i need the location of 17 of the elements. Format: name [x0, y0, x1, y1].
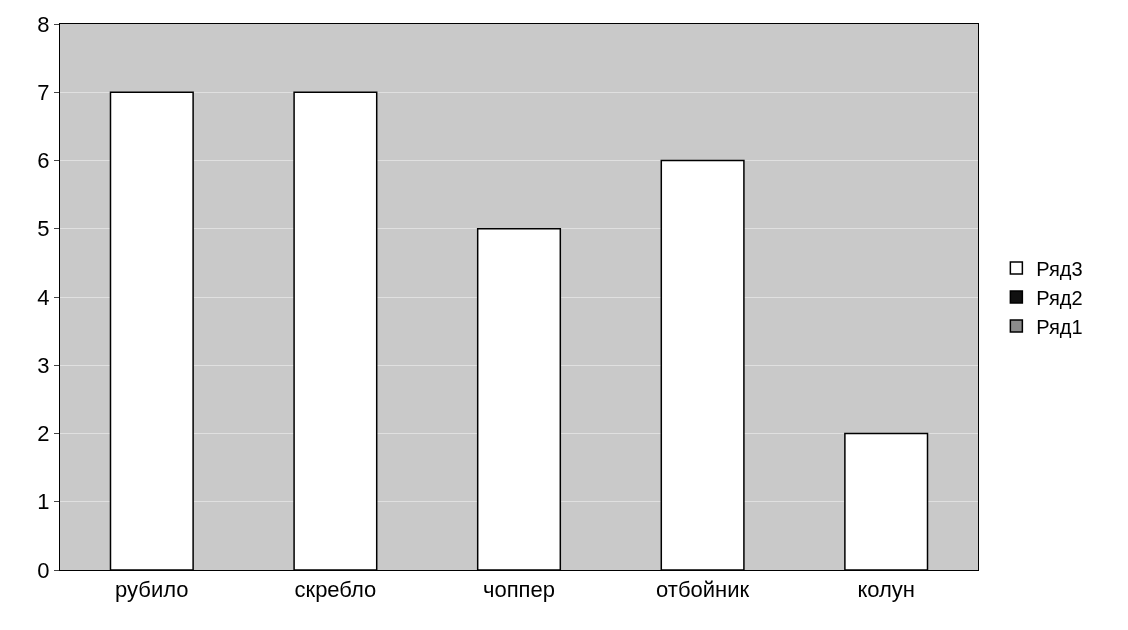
- legend-label: Ряд3: [1036, 257, 1083, 280]
- x-tick-label: рубило: [115, 577, 189, 603]
- y-tick-label: 6: [37, 148, 50, 174]
- y-tick-label: 7: [37, 79, 50, 105]
- x-tick-label: отбойник: [656, 577, 750, 603]
- y-tick-label: 0: [37, 557, 50, 583]
- y-tick-label: 2: [37, 421, 50, 447]
- legend-label: Ряд1: [1036, 315, 1083, 338]
- y-tick-label: 4: [37, 284, 50, 310]
- x-tick-label: колун: [857, 577, 916, 603]
- x-tick-label: скребло: [294, 577, 377, 603]
- y-tick-label: 8: [37, 11, 50, 37]
- x-tick-label: чоппер: [483, 577, 555, 603]
- y-tick-label: 5: [37, 216, 50, 242]
- legend-label: Ряд2: [1036, 286, 1083, 309]
- y-tick-label: 3: [37, 352, 50, 378]
- y-tick-label: 1: [37, 489, 50, 515]
